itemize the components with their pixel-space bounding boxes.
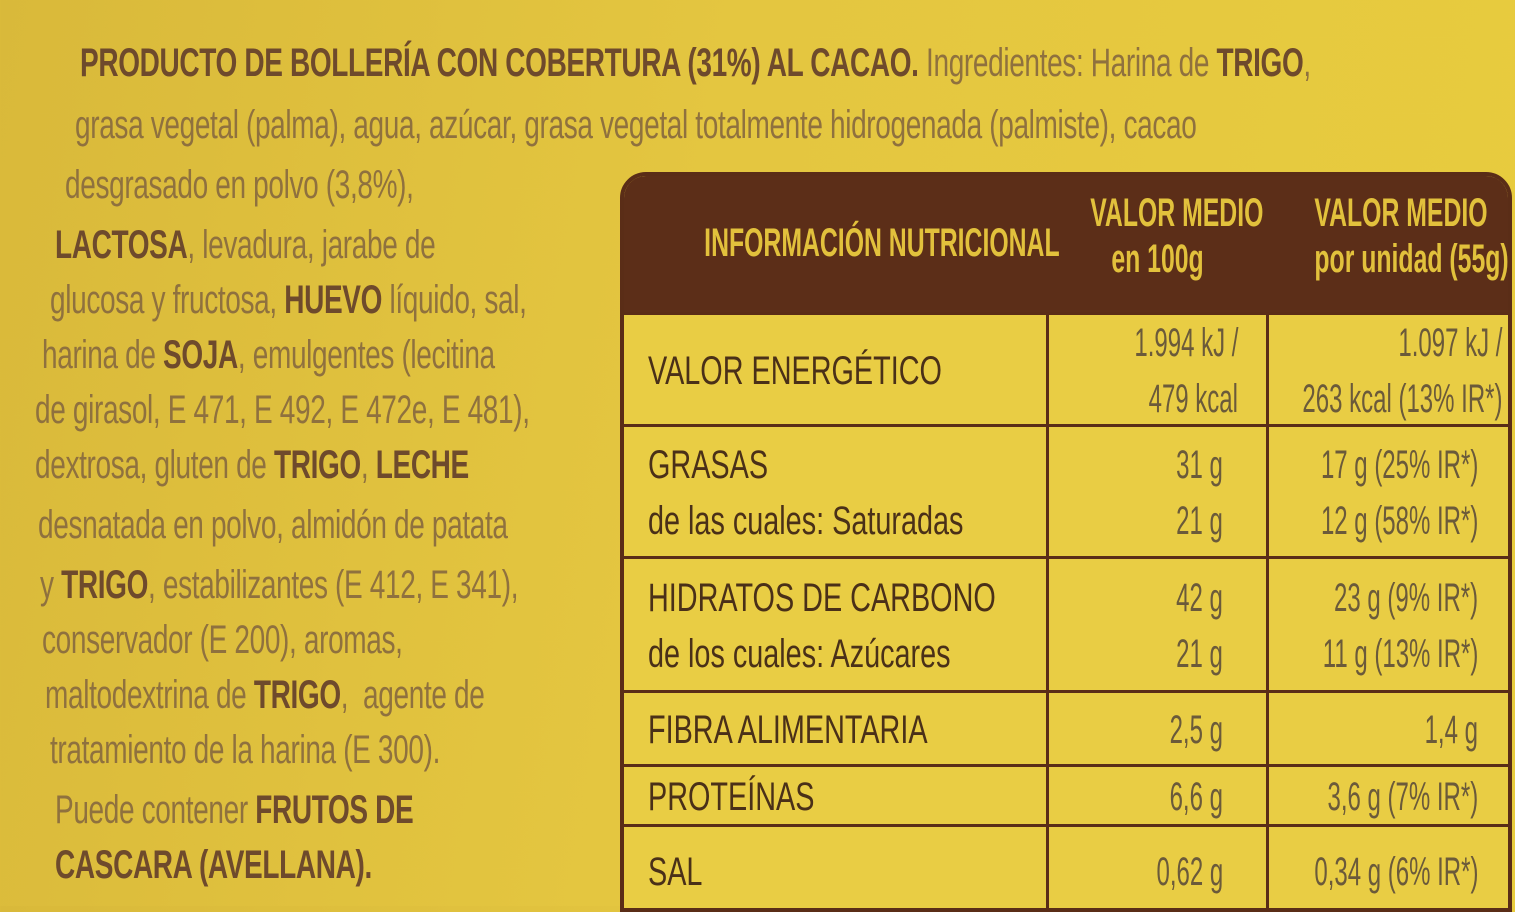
column-header-unit: VALOR MEDIO por unidad (55g) <box>1314 190 1509 282</box>
ingredient-text: , emulgentes (lecitina <box>237 333 495 377</box>
nutrient-label: GRASAS <box>648 443 769 487</box>
nutrition-table: INFORMACIÓN NUTRICIONAL VALOR MEDIO en 1… <box>620 172 1512 912</box>
ingredients-line: y TRIGO, estabilizantes (E 412, E 341), <box>40 562 518 608</box>
column-header-line: en 100g <box>1111 237 1204 281</box>
column-header-line: por unidad (55g) <box>1314 237 1509 281</box>
ingredients-line: maltodextrina de TRIGO, agente de <box>45 672 485 718</box>
column-header-line: VALOR MEDIO <box>1090 191 1264 235</box>
ingredient-text: Ingredientes: Harina de <box>918 41 1217 85</box>
nutrient-label: FIBRA ALIMENTARIA <box>648 708 928 752</box>
column-divider <box>1266 312 1269 908</box>
allergen-text: PRODUCTO DE BOLLERÍA CON COBERTURA (31%)… <box>80 41 919 85</box>
allergen-text: HUEVO <box>284 278 383 322</box>
nutrient-label: de las cuales: Saturadas <box>648 499 964 543</box>
value-per-100g: 2,5 g <box>1169 708 1223 752</box>
ingredient-text: dextrosa, gluten de <box>35 443 274 487</box>
ingredient-text: de girasol, E 471, E 492, E 472e, E 481)… <box>35 388 530 432</box>
column-divider <box>1046 312 1049 908</box>
nutrient-label: de los cuales: Azúcares <box>648 632 951 676</box>
ingredient-text: , agente de <box>340 673 485 717</box>
value-per-100g: 479 kcal <box>1148 377 1238 421</box>
value-per-100g: 6,6 g <box>1169 775 1223 819</box>
nutrient-label: SAL <box>648 850 703 894</box>
allergen-text: LACTOSA <box>55 223 188 267</box>
ingredients-line: dextrosa, gluten de TRIGO, LECHE <box>35 442 469 488</box>
ingredients-line: harina de SOJA, emulgentes (lecitina <box>42 332 495 378</box>
ingredient-text: , <box>1303 41 1311 85</box>
allergen-text: TRIGO <box>61 563 149 607</box>
ingredients-line: Puede contener FRUTOS DE <box>55 787 414 833</box>
value-per-100g: 1.994 kJ / <box>1133 321 1238 365</box>
ingredient-text: glucosa y fructosa, <box>50 278 285 322</box>
value-per-unit: 12 g (58% IR*) <box>1320 499 1478 543</box>
column-header-line: VALOR MEDIO <box>1314 191 1488 235</box>
value-per-unit: 263 kcal (13% IR*) <box>1301 377 1502 421</box>
ingredients-line: CASCARA (AVELLANA). <box>55 842 372 888</box>
value-per-100g: 21 g <box>1176 632 1223 676</box>
allergen-text: TRIGO <box>273 443 361 487</box>
column-header-100g: VALOR MEDIO en 100g <box>1090 190 1264 282</box>
value-per-unit: 1,4 g <box>1424 708 1478 752</box>
nutrient-label: VALOR ENERGÉTICO <box>648 349 942 393</box>
nutrition-row: VALOR ENERGÉTICO 1.994 kJ / 479 kcal 1.097 … <box>624 312 1508 424</box>
allergen-text: LECHE <box>375 443 470 487</box>
ingredient-text: desgrasado en polvo (3,8%), <box>65 163 414 207</box>
value-per-100g: 21 g <box>1176 499 1223 543</box>
ingredients-line: desnatada en polvo, almidón de patata <box>38 502 508 548</box>
value-per-unit: 1.097 kJ / <box>1397 321 1502 365</box>
ingredient-text: y <box>40 563 62 607</box>
ingredient-text: , estabilizantes (E 412, E 341), <box>148 563 519 607</box>
allergen-text: SOJA <box>163 333 238 377</box>
nutrient-label: HIDRATOS DE CARBONO <box>648 576 996 620</box>
ingredients-line: grasa vegetal (palma), agua, azúcar, gra… <box>75 102 1197 148</box>
ingredient-text: Puede contener <box>55 788 256 832</box>
allergen-text: TRIGO <box>1216 41 1304 85</box>
ingredient-text: tratamiento de la harina (E 300). <box>50 728 441 772</box>
allergen-text: CASCARA (AVELLANA). <box>55 843 372 887</box>
ingredient-text: harina de <box>42 333 164 377</box>
value-per-unit: 23 g (9% IR*) <box>1333 576 1478 620</box>
value-per-100g: 31 g <box>1176 443 1223 487</box>
nutrition-table-header: INFORMACIÓN NUTRICIONAL VALOR MEDIO en 1… <box>624 176 1508 312</box>
value-per-100g: 42 g <box>1176 576 1223 620</box>
nutrition-row: GRASAS de las cuales: Saturadas 31 g 21 g 17… <box>624 424 1508 556</box>
value-per-unit: 11 g (13% IR*) <box>1322 632 1478 676</box>
value-per-unit: 17 g (25% IR*) <box>1320 443 1478 487</box>
ingredients-line: LACTOSA, levadura, jarabe de <box>55 222 436 268</box>
nutrition-row: FIBRA ALIMENTARIA 2,5 g 1,4 g <box>624 690 1508 764</box>
ingredient-text: líquido, sal, <box>382 278 527 322</box>
ingredients-line: de girasol, E 471, E 492, E 472e, E 481)… <box>35 387 530 433</box>
ingredient-text: conservador (E 200), aromas, <box>42 618 403 662</box>
ingredients-line: glucosa y fructosa, HUEVO líquido, sal, <box>50 277 527 323</box>
ingredients-line: tratamiento de la harina (E 300). <box>50 727 440 773</box>
ingredient-text: maltodextrina de <box>45 673 254 717</box>
nutrition-row: SAL 0,62 g 0,34 g (6% IR*) <box>624 824 1508 908</box>
ingredient-text: grasa vegetal (palma), agua, azúcar, gra… <box>75 103 1197 147</box>
value-per-100g: 0,62 g <box>1156 850 1223 894</box>
value-per-unit: 3,6 g (7% IR*) <box>1327 775 1478 819</box>
allergen-text: FRUTOS DE <box>255 788 414 832</box>
nutrient-label: PROTEÍNAS <box>648 775 815 819</box>
ingredients-line: desgrasado en polvo (3,8%), <box>65 162 414 208</box>
nutrition-row: HIDRATOS DE CARBONO de los cuales: Azúcar… <box>624 556 1508 690</box>
ingredient-text: , <box>360 443 376 487</box>
ingredients-line: PRODUCTO DE BOLLERÍA CON COBERTURA (31%)… <box>80 40 1311 86</box>
ingredient-text: , levadura, jarabe de <box>187 223 436 267</box>
ingredients-line: conservador (E 200), aromas, <box>42 617 403 663</box>
nutrition-row: PROTEÍNAS 6,6 g 3,6 g (7% IR*) <box>624 764 1508 824</box>
allergen-text: TRIGO <box>253 673 341 717</box>
nutrition-title: INFORMACIÓN NUTRICIONAL <box>704 221 1060 265</box>
value-per-unit: 0,34 g (6% IR*) <box>1313 850 1478 894</box>
ingredient-text: desnatada en polvo, almidón de patata <box>38 503 508 547</box>
